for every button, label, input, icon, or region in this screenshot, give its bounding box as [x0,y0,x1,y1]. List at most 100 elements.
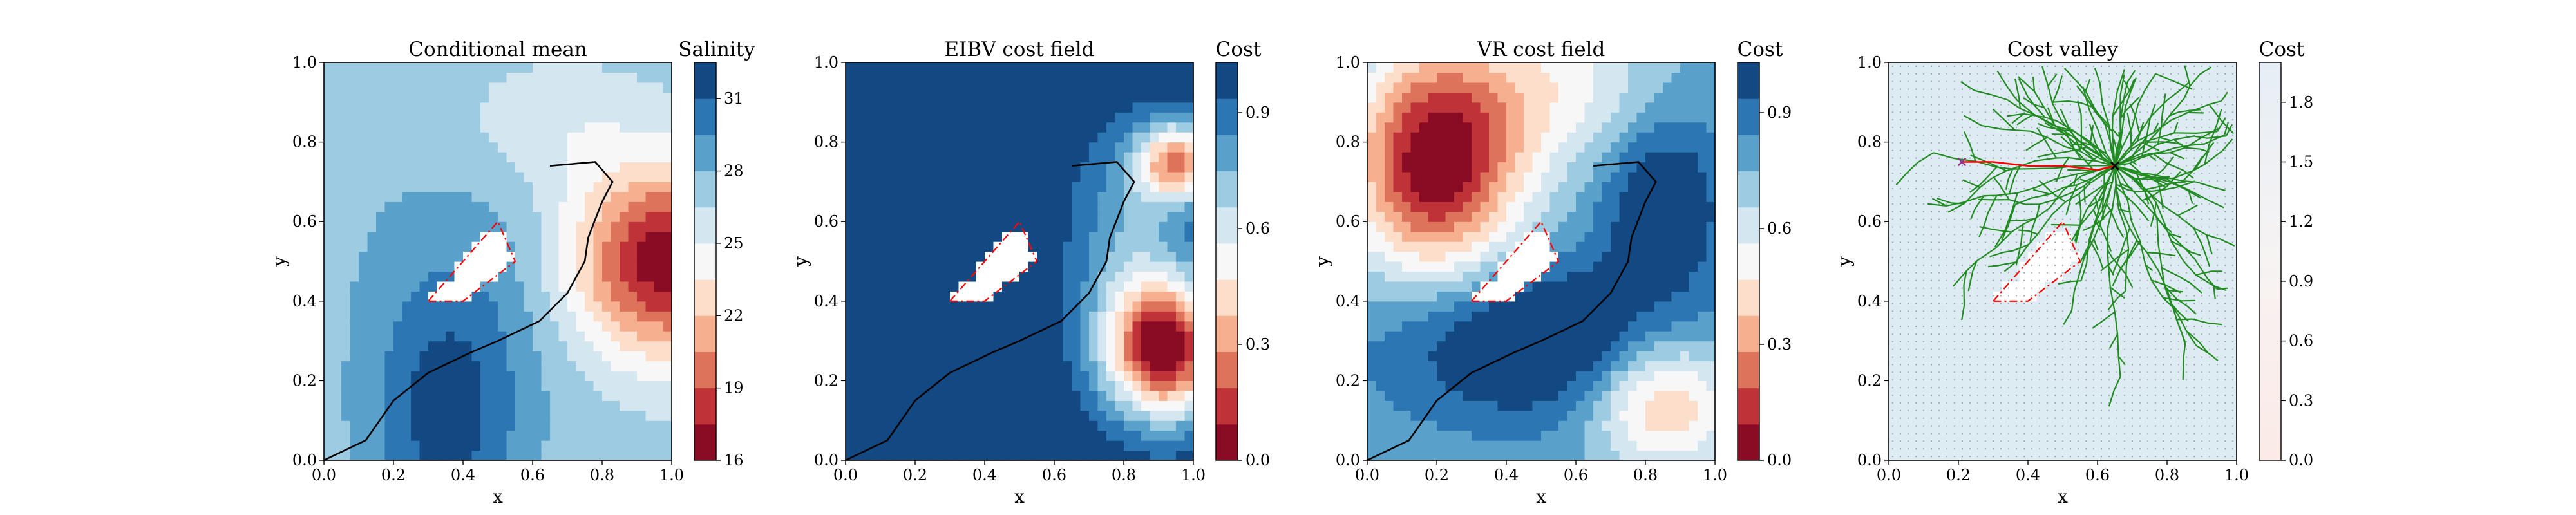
heatmap-cell [950,142,960,153]
heatmap-cell [889,72,898,83]
heatmap-cell [576,241,585,252]
heatmap-cell [602,450,612,461]
heatmap-cell [898,351,907,362]
heatmap-cell [1037,390,1046,401]
heatmap-cell [393,142,403,153]
heatmap-cell [1419,351,1429,362]
heatmap-cell [1106,211,1116,222]
heatmap-cell [1428,331,1437,342]
heatmap-cell [585,191,594,202]
heatmap-cell [933,390,942,401]
heatmap-cell [1549,380,1559,391]
heatmap-cell [1611,152,1620,163]
heatmap-cell [1428,221,1437,232]
heatmap-cell [1419,112,1429,123]
heatmap-cell [1689,420,1698,431]
heatmap-cell [1654,440,1663,451]
heatmap-cell [1132,82,1142,93]
heatmap-cell [1576,221,1586,232]
heatmap-cell [1645,191,1655,202]
heatmap-cell [1706,420,1716,431]
heatmap-cell [1072,122,1081,133]
heatmap-cell [1706,211,1716,222]
heatmap-cell [1489,191,1499,202]
heatmap-cell [419,321,429,332]
heatmap-cell [550,142,560,153]
heatmap-cell [1628,271,1638,282]
heatmap-cell [898,390,907,401]
heatmap-cell [463,321,473,332]
heatmap-cell [1150,162,1159,173]
colorbar-tick-label: 0.9 [1767,104,1792,122]
heatmap-cell [637,191,647,202]
heatmap-cell [567,440,577,451]
heatmap-cell [332,92,342,103]
heatmap-cell [1028,420,1037,431]
heatmap-cell [1419,241,1429,252]
heatmap-cell [854,112,864,123]
heatmap-cell [950,231,960,242]
heatmap-cell [967,231,977,242]
heatmap-cell [341,430,351,441]
heatmap-cell [1680,321,1690,332]
heatmap-cell [1367,341,1377,351]
heatmap-cell [367,390,377,401]
heatmap-cell [1437,182,1446,192]
heatmap-cell [1698,102,1707,113]
heatmap-cell [950,370,960,381]
heatmap-cell [1176,450,1186,461]
heatmap-cell [498,72,507,83]
heatmap-cell [620,142,629,153]
heatmap-cell [1410,271,1420,282]
heatmap-cell [1385,62,1394,73]
heatmap-cell [654,142,664,153]
heatmap-cell [498,261,507,272]
heatmap-cell [863,281,873,292]
heatmap-cell [1567,162,1577,173]
heatmap-cell [620,351,629,362]
heatmap-cell [993,261,1003,272]
heatmap-cell [985,231,994,242]
heatmap-cell [620,62,629,73]
heatmap-cell [324,221,334,232]
heatmap-cell [1680,341,1690,351]
heatmap-cell [976,430,985,441]
heatmap-cell [1184,261,1194,272]
heatmap-cell [1524,152,1533,163]
heatmap-cell [576,370,585,381]
heatmap-cell [923,331,933,342]
heatmap-cell [1506,370,1516,381]
heatmap-cell [489,261,498,272]
heatmap-cell [1489,321,1499,332]
heatmap-cell [576,410,585,421]
heatmap-cell [402,321,412,332]
heatmap-cell [898,341,907,351]
heatmap-cell [967,191,977,202]
heatmap-cell [1385,370,1394,381]
heatmap-cell [1367,311,1377,322]
heatmap-cell [428,400,438,411]
heatmap-cell [359,171,368,182]
heatmap-cell [498,370,507,381]
heatmap-cell [1497,191,1507,202]
heatmap-cell [1558,231,1568,242]
heatmap-cell [393,221,403,232]
heatmap-cell [889,112,898,123]
heatmap-cell [419,211,429,222]
heatmap-cell [1611,241,1620,252]
heatmap-cell [1671,410,1681,421]
heatmap-cell [958,102,968,113]
heatmap-cell [1028,72,1037,83]
heatmap-cell [428,420,438,431]
heatmap-cell [1506,261,1516,272]
heatmap-cell [906,211,916,222]
heatmap-cell [645,331,655,342]
heatmap-cell [1706,380,1716,391]
heatmap-cell [1663,410,1672,421]
heatmap-cell [933,450,942,461]
heatmap-cell [1680,102,1690,113]
heatmap-cell [1445,162,1455,173]
heatmap-cell [350,211,359,222]
heatmap-cell [1028,341,1037,351]
heatmap-cell [1619,400,1629,411]
